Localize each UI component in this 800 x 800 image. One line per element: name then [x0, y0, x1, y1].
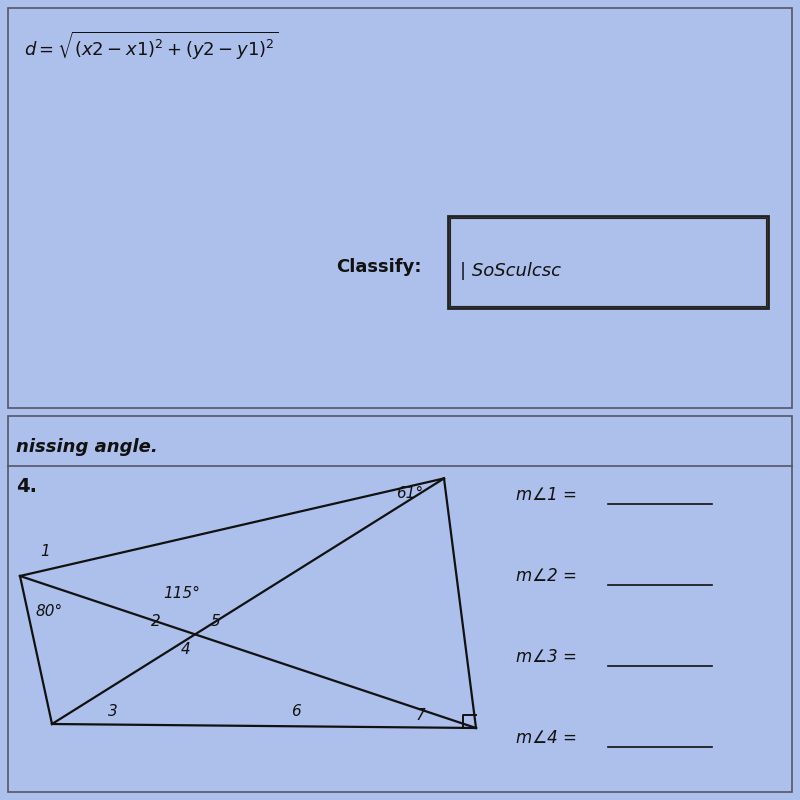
Text: 5: 5 [211, 614, 221, 630]
Bar [450, 218, 766, 306]
Bar [8, 416, 792, 792]
Text: Classify:: Classify: [336, 258, 422, 276]
Text: 6: 6 [291, 704, 301, 719]
Text: 3: 3 [108, 704, 118, 719]
Bar [8, 8, 792, 408]
Text: 2: 2 [151, 614, 161, 630]
Text: nissing angle.: nissing angle. [16, 438, 158, 456]
Bar [448, 216, 768, 308]
Text: 1: 1 [40, 544, 50, 559]
Text: 115°: 115° [163, 586, 200, 602]
Text: | SoSculcsc: | SoSculcsc [460, 262, 561, 280]
Text: 61°: 61° [396, 486, 423, 502]
Text: m∠2 =: m∠2 = [516, 567, 577, 585]
Text: $d=\sqrt{(x2-x1)^2+(y2-y1)^2}$: $d=\sqrt{(x2-x1)^2+(y2-y1)^2}$ [24, 30, 278, 62]
Text: m∠1 =: m∠1 = [516, 486, 577, 504]
Text: m∠3 =: m∠3 = [516, 648, 577, 666]
Text: 4.: 4. [16, 477, 37, 496]
Text: m∠4 =: m∠4 = [516, 729, 577, 747]
Text: 7: 7 [416, 708, 426, 723]
Text: 80°: 80° [36, 604, 63, 619]
Text: 4: 4 [181, 642, 190, 658]
